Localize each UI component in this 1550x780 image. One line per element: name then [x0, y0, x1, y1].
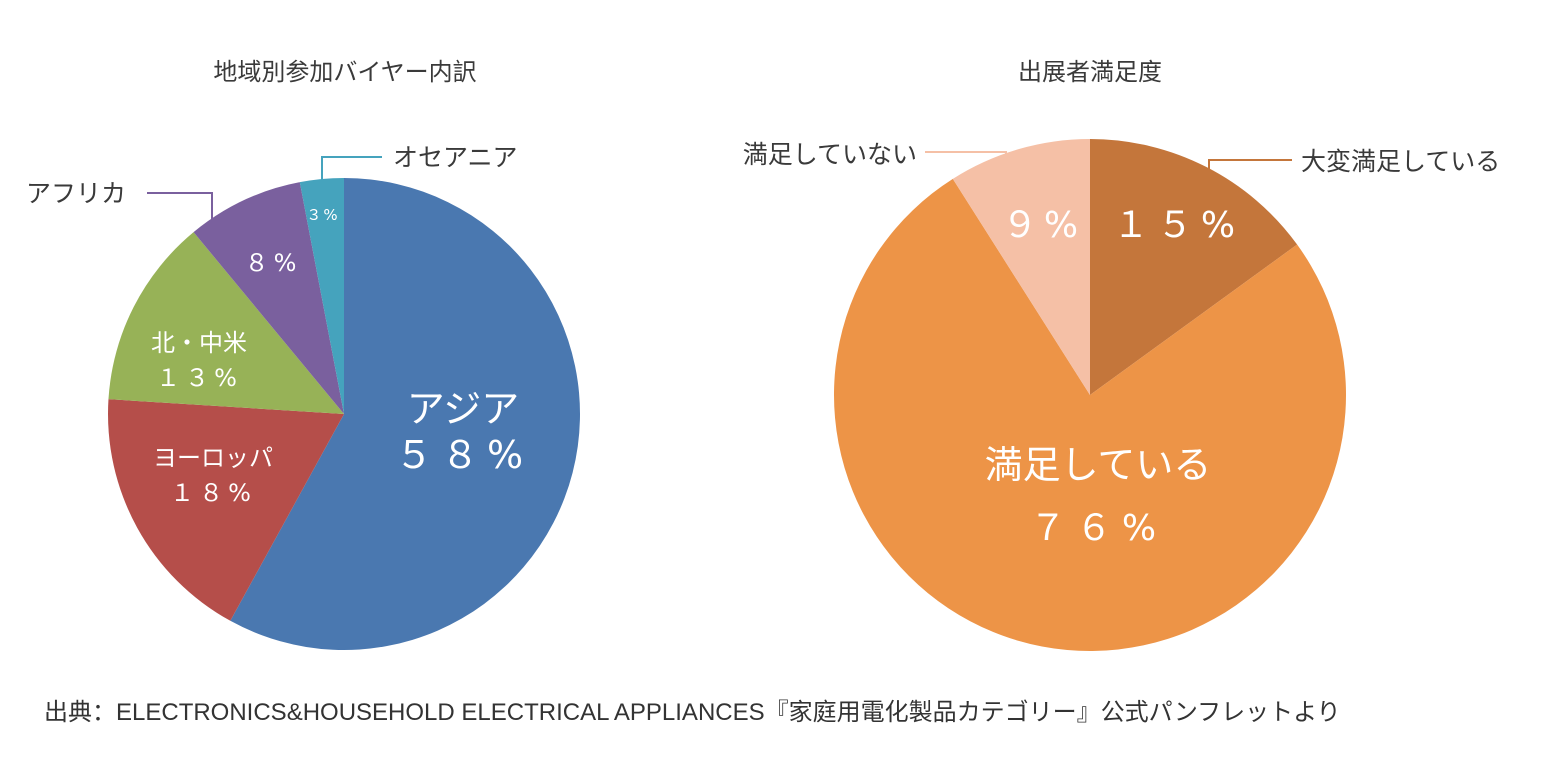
pie-slice-pie1-0 — [230, 178, 581, 650]
leader-line-oceania — [321, 156, 382, 193]
value-oceania: ３% — [306, 206, 339, 224]
source-note: 出典：ELECTRONICS&HOUSEHOLD ELECTRICAL APPL… — [44, 699, 1341, 726]
pie-slice-pie1-1 — [108, 399, 345, 621]
leader-line-very-satisfied — [1208, 159, 1292, 196]
pie-slice-pie2-2 — [952, 139, 1090, 395]
label-asia: アジア — [407, 387, 519, 431]
chart-buyers-by-region: 地域別参加バイヤー内訳 オセアニア アフリカ アジア ５８% ヨーロッパ １８%… — [26, 58, 581, 650]
value-very-satisfied: １５% — [1113, 205, 1243, 246]
value-satisfied: ７６% — [1030, 508, 1166, 549]
label-very-satisfied: 大変満足している — [1301, 147, 1500, 176]
leader-line-not-satisfied — [925, 151, 1007, 190]
chart-title-region: 地域別参加バイヤー内訳 — [213, 58, 476, 86]
pie-slice-pie1-2 — [108, 232, 344, 414]
pie-slice-pie2-0 — [1090, 139, 1298, 395]
value-asia: ５８% — [395, 433, 531, 477]
chart-title-satisfaction: 出展者満足度 — [1018, 58, 1162, 86]
chart-exhibitor-satisfaction: 出展者満足度 大変満足している 満足していない １５% 満足している ７６% ９… — [743, 58, 1500, 651]
pie-slice-pie1-3 — [193, 182, 344, 414]
label-satisfied: 満足している — [985, 443, 1212, 487]
pie-satisfaction — [833, 139, 1346, 651]
label-oceania: オセアニア — [393, 143, 518, 172]
leader-line-africa — [147, 192, 213, 228]
label-africa: アフリカ — [26, 179, 126, 208]
value-not-satisfied: ９% — [1002, 205, 1084, 246]
label-north-central-america: 北・中米 — [151, 329, 247, 357]
pie-slice-pie1-4 — [299, 178, 344, 414]
pie-slice-pie2-1 — [833, 178, 1346, 651]
value-africa: ８% — [245, 249, 302, 277]
value-europe: １８% — [170, 479, 256, 507]
label-europe: ヨーロッパ — [153, 444, 273, 472]
pie-region — [108, 178, 581, 650]
value-north-central-america: １３% — [156, 364, 242, 392]
label-not-satisfied: 満足していない — [743, 140, 917, 169]
